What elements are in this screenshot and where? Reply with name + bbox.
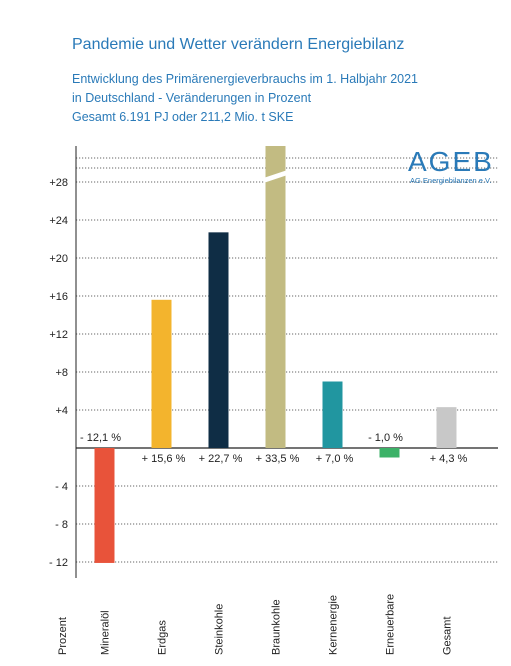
data-label: + 7,0 % — [316, 453, 354, 465]
bar-kernenergie — [322, 381, 343, 448]
chart-subtitle-line-3: Gesamt 6.191 PJ oder 211,2 Mio. t SKE — [72, 110, 294, 124]
y-tick-label: +4 — [55, 405, 68, 417]
data-label: + 33,5 % — [256, 453, 300, 465]
category-label: Mineralöl — [100, 610, 112, 655]
bar-erdgas — [151, 299, 172, 448]
chart-title: Pandemie und Wetter verändern Energiebil… — [72, 36, 405, 53]
bar-erneuerbare — [379, 448, 400, 458]
y-tick-label: +28 — [49, 177, 68, 189]
data-label: - 1,0 % — [368, 432, 403, 444]
bar-gesamt — [436, 407, 457, 448]
data-label: + 4,3 % — [430, 453, 468, 465]
chart-subtitle-line-1: Entwicklung des Primärenergieverbrauchs … — [72, 72, 419, 86]
category-label: Kernenergie — [328, 595, 340, 655]
data-label: + 15,6 % — [142, 453, 186, 465]
data-label: + 22,7 % — [199, 453, 243, 465]
category-label: Steinkohle — [214, 604, 226, 655]
chart-subtitle-line-2: in Deutschland - Veränderungen in Prozen… — [72, 91, 312, 105]
ageb-logo-tagline: AG Energiebilanzen e.V. — [410, 176, 492, 185]
category-label: Gesamt — [442, 616, 454, 655]
y-tick-label: +8 — [55, 367, 68, 379]
y-tick-label: +12 — [49, 329, 68, 341]
y-tick-label: - 8 — [55, 519, 68, 531]
y-tick-label: +24 — [49, 215, 68, 227]
ageb-logo: AGEB — [408, 146, 494, 177]
bar-steinkohle — [208, 232, 229, 448]
category-label: Braunkohle — [271, 599, 283, 655]
y-tick-label: - 12 — [49, 557, 68, 569]
y-tick-label: +16 — [49, 291, 68, 303]
y-tick-label: +20 — [49, 253, 68, 265]
category-label: Erdgas — [157, 620, 169, 655]
category-label: Erneuerbare — [385, 594, 397, 655]
axis-break-mark — [263, 170, 288, 183]
y-axis-title: Prozent — [57, 617, 69, 655]
data-label: - 12,1 % — [80, 432, 121, 444]
bar-mineralöl — [94, 448, 115, 563]
bar-braunkohle — [265, 146, 286, 448]
y-tick-label: - 4 — [55, 481, 68, 493]
